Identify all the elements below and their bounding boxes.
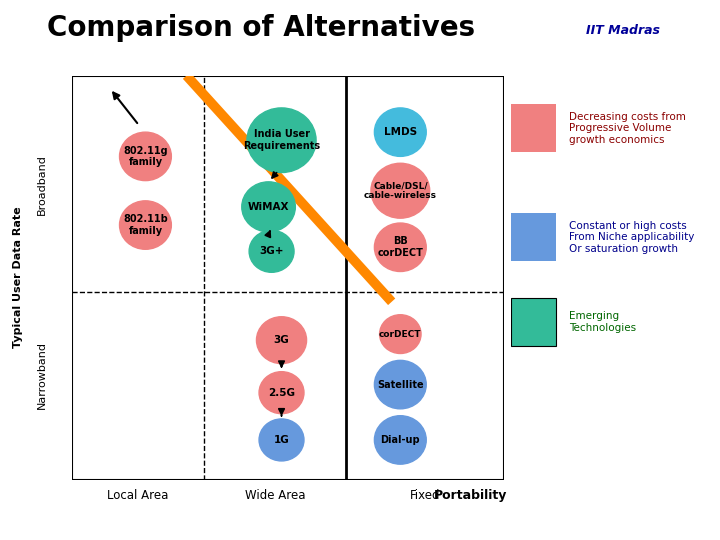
Text: 802.11b
family: 802.11b family — [123, 214, 168, 236]
Text: Dial-up: Dial-up — [380, 435, 420, 445]
Text: Narrowband: Narrowband — [37, 341, 47, 408]
Text: Portability: Portability — [434, 489, 508, 502]
Circle shape — [259, 419, 304, 461]
Circle shape — [259, 372, 304, 414]
Text: India User
Requirements: India User Requirements — [243, 130, 320, 151]
Text: Broadband: Broadband — [37, 154, 47, 215]
Bar — [511, 298, 557, 346]
Circle shape — [242, 182, 295, 232]
Text: Local Area: Local Area — [107, 489, 168, 502]
Text: BB
corDECT: BB corDECT — [377, 237, 423, 258]
Text: 3G: 3G — [274, 335, 289, 345]
Bar — [511, 213, 557, 261]
Circle shape — [379, 315, 421, 354]
Circle shape — [374, 360, 426, 409]
Text: Wide Area: Wide Area — [245, 489, 305, 502]
Text: Cable/DSL/
cable-wireless: Cable/DSL/ cable-wireless — [364, 181, 437, 200]
Circle shape — [374, 223, 426, 272]
Text: WiMAX: WiMAX — [248, 202, 289, 212]
Circle shape — [120, 201, 171, 249]
Bar — [511, 104, 557, 152]
Text: 3G+: 3G+ — [259, 246, 284, 256]
Text: Constant or high costs
From Niche applicability
Or saturation growth: Constant or high costs From Niche applic… — [569, 220, 694, 254]
Text: 1G: 1G — [274, 435, 289, 445]
Circle shape — [256, 317, 307, 363]
Text: corDECT: corDECT — [379, 329, 422, 339]
Circle shape — [374, 416, 426, 464]
Circle shape — [249, 230, 294, 272]
Text: 2.5G: 2.5G — [268, 388, 295, 397]
Text: TechVista: TechVista — [13, 509, 103, 526]
Text: Satellite: Satellite — [377, 380, 423, 389]
Text: Comparison of Alternatives: Comparison of Alternatives — [47, 14, 475, 42]
Text: January 06: January 06 — [606, 509, 707, 526]
Circle shape — [371, 163, 430, 218]
Text: Fixed: Fixed — [410, 489, 441, 502]
Circle shape — [247, 108, 316, 173]
Text: Emerging
Technologies: Emerging Technologies — [569, 311, 636, 333]
Text: Typical User Data Rate: Typical User Data Rate — [13, 207, 23, 348]
Circle shape — [120, 132, 171, 180]
Text: IIT Madras: IIT Madras — [586, 24, 660, 37]
Text: 802.11g
family: 802.11g family — [123, 146, 168, 167]
Text: LMDS: LMDS — [384, 127, 417, 137]
Text: Decreasing costs from
Progressive Volume
growth economics: Decreasing costs from Progressive Volume… — [569, 111, 685, 145]
Circle shape — [374, 108, 426, 157]
